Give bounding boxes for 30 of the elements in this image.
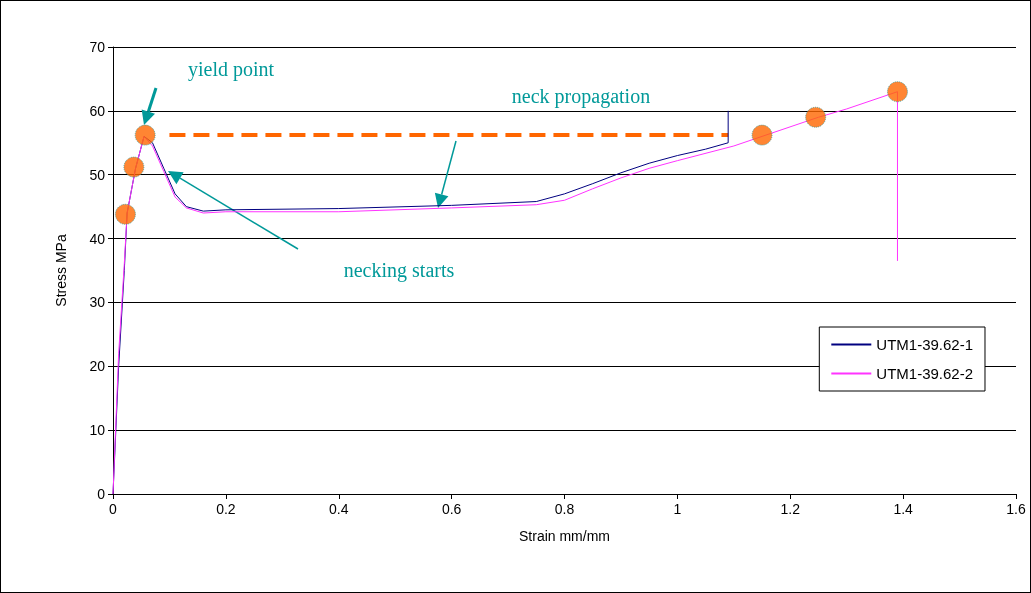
annotation: neck propagation [511, 85, 651, 108]
x-tick-label: 1.6 [1006, 501, 1026, 517]
y-tick-label: 30 [89, 294, 106, 311]
annotation: yield point [187, 58, 275, 81]
x-tick-label: 0.2 [216, 501, 236, 517]
y-axis-title: Stress MPa [53, 234, 69, 307]
point [114, 203, 136, 225]
x-axis-title: Strain mm/mm [519, 528, 610, 544]
x-tick-label: 1.2 [780, 501, 801, 517]
x-tick-label: 0.8 [554, 501, 575, 517]
legend-label: UTM1-39.62-1 [876, 336, 973, 353]
x-tick-label: 0 [109, 501, 118, 517]
x-tick-label: 1.4 [893, 501, 914, 517]
y-tick-label: 40 [89, 230, 106, 247]
y-tick-label: 70 [89, 39, 106, 55]
point [887, 81, 908, 103]
y-tick-label: 10 [89, 422, 106, 439]
point [134, 124, 156, 146]
legend-label: UTM1-39.62-2 [876, 365, 973, 382]
point [751, 124, 773, 146]
y-tick-label: 60 [89, 102, 106, 119]
y-tick-label: 50 [89, 166, 106, 183]
x-tick-label: 0.6 [441, 501, 462, 517]
y-tick-label: 20 [89, 358, 106, 375]
x-tick-label: 1 [673, 501, 682, 517]
x-tick-label: 0.4 [329, 501, 349, 517]
y-tick-label: 0 [97, 486, 106, 502]
point [805, 106, 827, 128]
annotation: necking starts [343, 259, 455, 282]
point [123, 156, 145, 178]
